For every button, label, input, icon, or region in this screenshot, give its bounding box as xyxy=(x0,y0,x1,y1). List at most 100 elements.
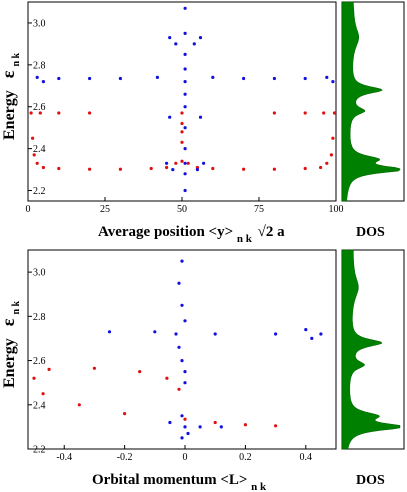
bottom-x-ticks: -0.4 -0.2 0 0.2 0.4 xyxy=(56,445,312,463)
top-red-point-27 xyxy=(272,111,276,115)
top-ytick-label-1: 2.4 xyxy=(33,144,46,155)
top-blue-point-10 xyxy=(183,172,187,176)
top-xtick-label-0: 0 xyxy=(26,204,31,215)
top-blue-point-33 xyxy=(202,161,206,165)
bot-xtick-label-3: 0.2 xyxy=(239,452,252,463)
bot-red-point-10 xyxy=(213,420,217,425)
top-blue-point-0 xyxy=(183,6,187,10)
bot-xtick-label-0: -0.4 xyxy=(56,452,72,463)
bot-ytick-label-4: 3.0 xyxy=(33,268,46,279)
top-y-ticks: 2.2 2.4 2.6 2.8 3.0 xyxy=(28,18,46,197)
top-ylabel-sub: n k xyxy=(11,52,22,66)
bot-blue-point-20 xyxy=(198,425,202,429)
bot-red-point-9 xyxy=(183,417,187,421)
top-blue-point-7 xyxy=(183,126,187,130)
top-xtick-label-2: 50 xyxy=(177,204,187,215)
top-blue-point-3 xyxy=(183,67,187,71)
top-dos-label: DOS xyxy=(356,225,385,240)
bot-xtick-label-1: -0.2 xyxy=(117,452,133,463)
bot-blue-point-21 xyxy=(219,425,223,429)
top-red-point-25 xyxy=(88,111,92,115)
top-plot-frame xyxy=(27,1,337,202)
top-ytick-label-4: 3.0 xyxy=(33,18,46,29)
bottom-x-axis-label: Orbital momentum <L> n k xyxy=(92,472,267,492)
bot-blue-point-15 xyxy=(213,332,217,336)
top-blue-point-4 xyxy=(183,80,187,84)
top-blue-point-5 xyxy=(183,92,187,96)
top-red-point-24 xyxy=(57,111,61,115)
top-blue-point-23 xyxy=(88,76,92,81)
bottom-panel: -0.4 -0.2 0 0.2 0.4 2.2 2.4 2.6 2.8 3.0 Energy ε… xyxy=(0,249,337,492)
top-red-point-22 xyxy=(332,111,337,115)
bot-red-point-4 xyxy=(47,367,51,371)
bot-blue-point-6 xyxy=(180,359,184,363)
bot-blue-point-5 xyxy=(177,345,181,349)
top-blue-point-20 xyxy=(331,80,335,84)
bot-red-point-8 xyxy=(123,412,127,416)
bottom-ylabel-main: Energy xyxy=(1,338,18,388)
bot-blue-point-17 xyxy=(310,336,314,340)
top-blue-point-22 xyxy=(57,76,61,81)
bot-ytick-label-0: 2.2 xyxy=(33,445,46,456)
bot-blue-point-13 xyxy=(107,330,112,334)
top-blue-point-13 xyxy=(174,42,178,46)
bot-blue-point-10 xyxy=(183,425,187,429)
top-blue-point-12 xyxy=(168,36,172,40)
top-red-point-12 xyxy=(186,161,190,165)
top-blue-point-24 xyxy=(118,76,122,81)
bot-ytick-label-3: 2.8 xyxy=(33,312,46,323)
bot-red-point-11 xyxy=(243,423,247,427)
top-ytick-label-3: 2.8 xyxy=(33,60,46,71)
top-red-point-2 xyxy=(32,153,36,157)
top-xtick-label-1: 25 xyxy=(100,204,110,215)
top-blue-point-9 xyxy=(183,161,187,165)
bot-red-point-1 xyxy=(165,376,169,380)
bottom-plot-frame xyxy=(27,249,337,450)
bottom-scatter-points xyxy=(32,259,323,440)
bot-blue-point-14 xyxy=(153,330,157,334)
top-blue-point-28 xyxy=(168,115,172,119)
top-red-point-1 xyxy=(30,136,35,140)
top-scatter-points xyxy=(29,6,337,193)
bottom-ylabel-sub: n k xyxy=(11,300,22,314)
top-ytick-label-0: 2.2 xyxy=(33,186,46,197)
top-red-point-5 xyxy=(57,166,61,171)
bot-blue-point-11 xyxy=(180,436,184,440)
bot-red-point-0 xyxy=(177,387,181,391)
top-blue-point-31 xyxy=(195,168,199,172)
bot-xtick-label-4: 0.4 xyxy=(300,452,313,463)
top-red-point-11 xyxy=(180,159,184,163)
top-red-point-15 xyxy=(242,167,246,171)
top-red-point-7 xyxy=(118,167,122,171)
top-ytick-label-2: 2.6 xyxy=(33,102,46,113)
top-blue-point-14 xyxy=(192,42,196,46)
bot-blue-point-16 xyxy=(274,332,278,336)
top-red-point-19 xyxy=(325,161,329,165)
top-blue-point-26 xyxy=(272,76,276,81)
bot-blue-point-2 xyxy=(180,303,184,307)
bottom-xlabel-sub: n k xyxy=(251,481,267,492)
top-xlabel-main: Average position <y> xyxy=(98,224,233,240)
top-blue-point-30 xyxy=(171,168,175,172)
bot-blue-point-8 xyxy=(183,381,187,385)
top-blue-point-18 xyxy=(35,75,39,79)
top-red-point-6 xyxy=(88,167,92,171)
bot-red-point-7 xyxy=(77,403,81,407)
bottom-xlabel-main: Orbital momentum <L> xyxy=(92,472,247,488)
bot-blue-point-3 xyxy=(183,319,187,323)
top-blue-point-2 xyxy=(183,52,187,57)
bot-xtick-label-2: 0 xyxy=(183,452,188,463)
top-red-point-29 xyxy=(322,111,326,115)
top-red-point-31 xyxy=(180,130,184,134)
top-blue-point-32 xyxy=(165,161,169,165)
bottom-y-ticks: 2.2 2.4 2.6 2.8 3.0 xyxy=(28,268,46,456)
top-red-point-30 xyxy=(180,140,184,144)
top-red-point-16 xyxy=(272,167,276,171)
bot-ytick-label-2: 2.6 xyxy=(33,356,46,367)
top-red-point-8 xyxy=(149,166,153,171)
bot-blue-point-9 xyxy=(180,414,184,418)
bot-blue-point-0 xyxy=(180,259,184,263)
top-blue-point-8 xyxy=(183,147,187,151)
top-red-point-10 xyxy=(174,161,178,165)
top-xlabel-sub: n k xyxy=(237,233,253,245)
